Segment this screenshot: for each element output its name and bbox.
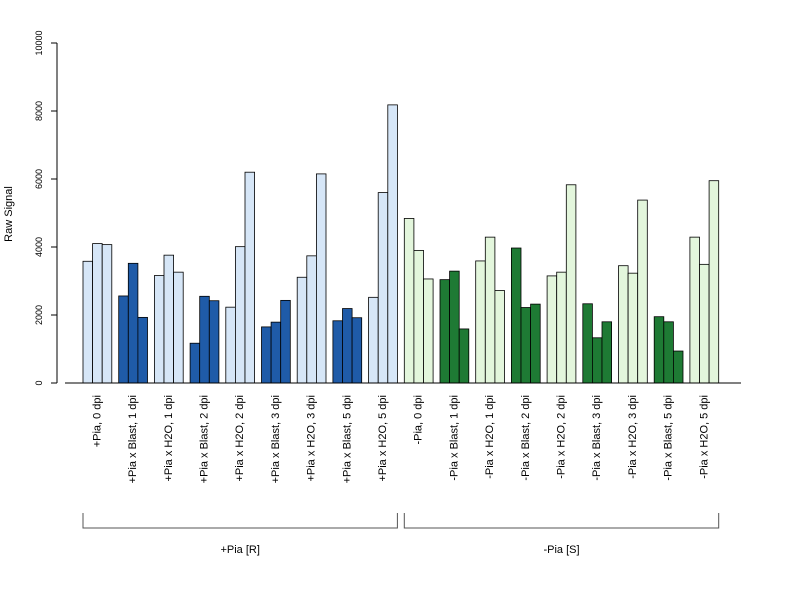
bar <box>270 321 282 384</box>
group-label: -Pia [S] <box>543 544 579 556</box>
bar <box>601 321 613 384</box>
x-tick-label: +Pia x H2O, 3 dpi <box>306 395 318 482</box>
group-label: +Pia [R] <box>220 544 259 556</box>
bar <box>234 246 246 384</box>
bar <box>439 279 451 384</box>
x-tick-label: -Pia x H2O, 1 dpi <box>484 395 496 479</box>
x-tick-label: +Pia x H2O, 1 dpi <box>163 395 175 482</box>
bar <box>689 236 700 384</box>
bar <box>351 317 363 384</box>
x-tick-label: +Pia x H2O, 5 dpi <box>377 395 389 482</box>
bar <box>494 290 505 384</box>
bar <box>261 326 272 384</box>
bar <box>163 254 175 384</box>
bar <box>137 316 148 384</box>
bar <box>484 236 496 384</box>
bar <box>377 192 389 384</box>
y-tick-label: 10000 <box>34 30 44 55</box>
bar <box>475 260 486 384</box>
x-tick-label: +Pia x Blast, 3 dpi <box>270 395 282 483</box>
bar <box>582 303 593 384</box>
bar <box>618 265 629 384</box>
bar <box>101 244 113 384</box>
bar <box>510 247 522 384</box>
x-tick-label: +Pia x Blast, 5 dpi <box>341 395 353 483</box>
bar <box>92 243 103 384</box>
x-tick-labels: +Pia, 0 dpi +Pia x Blast, 1 dpi +Pia x H2O… <box>91 395 710 483</box>
bar <box>280 299 291 384</box>
y-axis: 0 2000 4000 6000 8000 10000 <box>34 30 58 386</box>
bar <box>315 173 327 384</box>
bar <box>189 342 201 384</box>
bar <box>387 104 398 384</box>
bar <box>368 296 379 384</box>
bar <box>627 272 639 384</box>
group-bracket <box>82 513 398 529</box>
bar <box>208 300 220 384</box>
x-tick-label: +Pia x Blast, 1 dpi <box>127 395 139 483</box>
bar <box>306 255 317 384</box>
bar <box>592 337 603 384</box>
bar <box>556 271 567 384</box>
bar <box>127 262 139 384</box>
bar <box>673 350 684 384</box>
bar <box>565 184 577 384</box>
x-tick-label: -Pia x H2O, 5 dpi <box>698 395 710 479</box>
x-tick-label: -Pia x H2O, 2 dpi <box>556 395 568 479</box>
bar <box>225 306 236 384</box>
bar <box>530 303 541 384</box>
bar <box>663 321 674 384</box>
bar <box>403 218 415 384</box>
bar <box>653 316 665 384</box>
y-tick-label: 6000 <box>34 169 44 189</box>
bar <box>699 263 710 384</box>
group-brackets: +Pia [R] -Pia [S] <box>82 513 720 556</box>
bar <box>546 275 558 384</box>
bar <box>449 270 460 384</box>
x-tick-label: +Pia, 0 dpi <box>91 395 103 447</box>
bar <box>296 276 308 384</box>
bar <box>199 295 210 384</box>
y-axis-label: Raw Signal <box>3 186 15 242</box>
bar <box>118 295 129 384</box>
bar <box>413 249 424 384</box>
x-tick-label: -Pia x Blast, 3 dpi <box>591 395 603 481</box>
y-tick-label: 8000 <box>34 101 44 121</box>
group-bracket <box>403 513 720 529</box>
x-tick-label: -Pia x Blast, 5 dpi <box>663 395 675 481</box>
bar <box>520 307 532 384</box>
bars <box>82 104 720 384</box>
y-tick-label: 0 <box>34 380 44 385</box>
bar <box>153 275 165 384</box>
x-tick-label: -Pia x Blast, 1 dpi <box>448 395 460 481</box>
y-tick-label: 4000 <box>34 237 44 257</box>
bar <box>423 278 434 384</box>
bar <box>173 271 184 384</box>
bar <box>637 199 648 384</box>
y-tick-label: 2000 <box>34 305 44 325</box>
bar <box>342 308 353 384</box>
x-tick-label: +Pia x Blast, 2 dpi <box>199 395 211 483</box>
bar <box>708 180 720 384</box>
x-tick-label: -Pia, 0 dpi <box>413 395 425 445</box>
x-tick-label: -Pia x H2O, 3 dpi <box>627 395 639 479</box>
x-tick-label: -Pia x Blast, 2 dpi <box>520 395 532 481</box>
bar <box>82 260 94 384</box>
bar <box>244 171 256 384</box>
x-tick-label: +Pia x H2O, 2 dpi <box>234 395 246 482</box>
bar <box>332 320 343 384</box>
bar <box>458 328 470 384</box>
